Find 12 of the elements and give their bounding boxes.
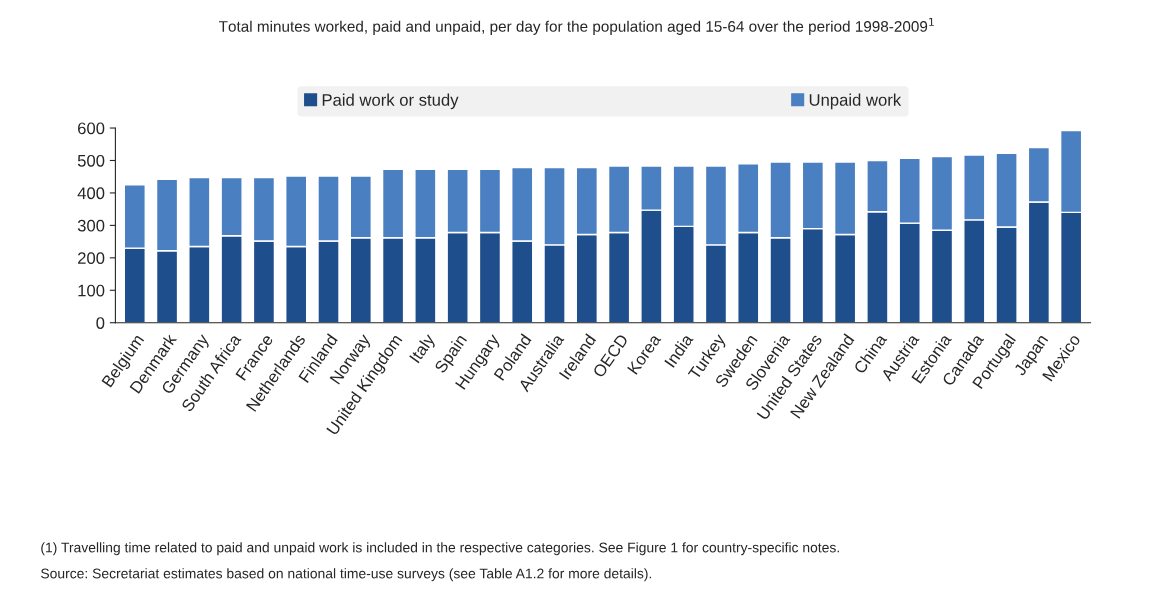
text: (1) Travelling time related to paid and unpaid work is included in the respective categories. See Figure 1 for country-specific notes. xyxy=(41,542,839,556)
y-tick-label: 200 xyxy=(78,252,105,265)
y-tick-label: 300 xyxy=(77,219,105,232)
y-tick-label: 600 xyxy=(78,122,105,135)
legend-label: Paid work or study xyxy=(322,93,459,110)
y-tick-label: 400 xyxy=(77,187,105,200)
y-tick-label: 500 xyxy=(77,154,105,167)
source-note: Source: Secretariat estimates based on national time-use surveys (see Table A1.2 for more details). xyxy=(41,568,652,582)
y-tick-label: 100 xyxy=(78,284,105,297)
chart-title: Total minutes worked, paid and unpaid, per day for the population aged 15-64 over the period 1998-2009$^{1}$ xyxy=(219,18,934,35)
legend-label: Unpaid work xyxy=(809,93,902,110)
y-tick-label: 0 xyxy=(96,317,105,329)
